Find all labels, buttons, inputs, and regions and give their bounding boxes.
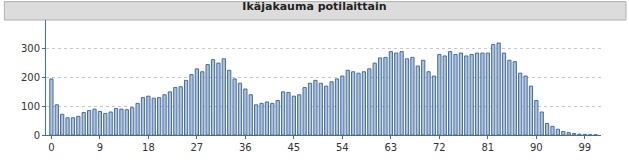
svg-text:200: 200 [21, 72, 40, 83]
svg-text:0: 0 [48, 142, 54, 153]
svg-text:90: 90 [530, 142, 543, 153]
svg-text:100: 100 [21, 101, 40, 112]
svg-text:99: 99 [578, 142, 591, 153]
svg-text:36: 36 [239, 142, 252, 153]
svg-text:72: 72 [433, 142, 446, 153]
svg-text:Ikäjakauma potilaittain: Ikäjakauma potilaittain [242, 0, 386, 13]
svg-text:18: 18 [142, 142, 155, 153]
svg-text:0: 0 [34, 130, 40, 141]
svg-text:45: 45 [287, 142, 300, 153]
svg-text:63: 63 [384, 142, 397, 153]
svg-text:9: 9 [97, 142, 103, 153]
svg-text:27: 27 [191, 142, 204, 153]
svg-text:54: 54 [336, 142, 349, 153]
svg-text:300: 300 [21, 43, 40, 54]
svg-text:81: 81 [481, 142, 494, 153]
